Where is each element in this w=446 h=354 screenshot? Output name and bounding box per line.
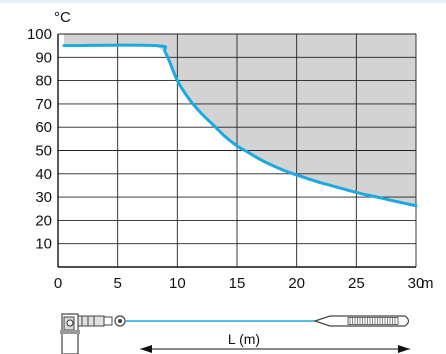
- shaded-region: [63, 34, 416, 206]
- y-tick-label: 60: [35, 119, 52, 136]
- length-label: L (m): [228, 331, 260, 347]
- cable-end-probe-icon: [313, 315, 410, 327]
- y-tick-label: 40: [35, 166, 52, 183]
- length-dimension-arrow: [140, 345, 410, 353]
- y-tick-label: 100: [27, 26, 52, 43]
- x-axis-unit-label: m: [421, 275, 434, 292]
- x-tick-label: 5: [113, 275, 121, 292]
- x-tick-label: 30: [408, 275, 425, 292]
- y-tick-label: 50: [35, 143, 52, 160]
- x-tick-label: 15: [229, 275, 246, 292]
- y-tick-label: 30: [35, 189, 52, 206]
- y-tick-label: 90: [35, 49, 52, 66]
- temperature-curve: [62, 43, 418, 208]
- y-tick-label: 80: [35, 73, 52, 90]
- x-tick-label: 10: [169, 275, 186, 292]
- y-axis-unit-label: °C: [54, 9, 71, 26]
- x-tick-label: 20: [288, 275, 305, 292]
- x-tick-label: 0: [54, 275, 62, 292]
- sensor-head-icon: [60, 313, 126, 354]
- y-tick-label: 70: [35, 96, 52, 113]
- x-tick-label: 25: [348, 275, 365, 292]
- cable-diagram: L (m): [60, 313, 410, 354]
- y-tick-label: 20: [35, 212, 52, 229]
- y-tick-label: 10: [35, 236, 52, 253]
- top-strip: [0, 0, 446, 8]
